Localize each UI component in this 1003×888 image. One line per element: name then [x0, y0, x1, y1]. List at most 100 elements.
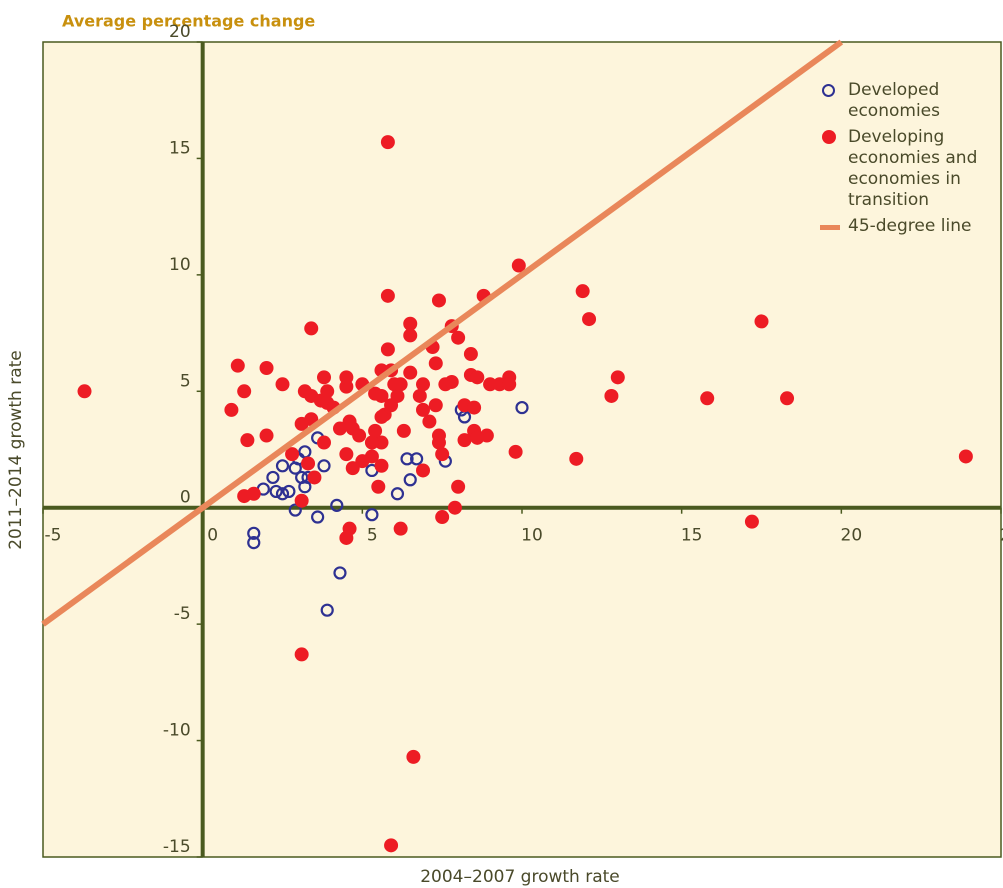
- developed-point: [320, 603, 334, 617]
- developing-point: [754, 314, 769, 329]
- developing-point: [403, 328, 418, 343]
- legend-label: Developed economies: [848, 80, 940, 121]
- developing-point: [457, 433, 472, 448]
- x-tick-label: 5: [367, 526, 378, 546]
- developing-point: [307, 470, 322, 485]
- developed-point: [403, 473, 417, 487]
- developing-point: [380, 135, 395, 150]
- developed-point: [390, 487, 405, 501]
- developing-point: [444, 374, 459, 389]
- developing-point: [342, 414, 357, 429]
- x-tick-label: 10: [521, 526, 543, 546]
- x-tick-label: 0: [207, 526, 218, 546]
- developing-point: [412, 388, 427, 403]
- developing-point: [470, 430, 485, 445]
- y-tick-label: 0: [180, 488, 191, 508]
- developing-point: [431, 293, 446, 308]
- developing-point: [416, 463, 431, 478]
- developing-point: [230, 358, 245, 373]
- legend-label: 45-degree line: [848, 216, 972, 236]
- developing-point: [374, 458, 389, 473]
- developing-point: [317, 370, 332, 385]
- developing-point: [604, 388, 619, 403]
- developing-point: [301, 456, 316, 471]
- legend-item: Developing economies and economies in tr…: [818, 127, 993, 211]
- developing-point: [451, 330, 466, 345]
- developing-point: [958, 449, 973, 464]
- developing-point: [259, 428, 274, 443]
- developing-point: [416, 377, 431, 392]
- developing-point: [285, 447, 300, 462]
- developing-point: [380, 342, 395, 357]
- developing-point: [435, 447, 450, 462]
- developing-point: [569, 451, 584, 466]
- developing-point: [403, 365, 418, 380]
- x-tick-label: -5: [45, 526, 62, 546]
- developing-point: [237, 384, 252, 399]
- developing-point: [345, 461, 360, 476]
- developing-point: [240, 433, 255, 448]
- developing-point: [431, 435, 446, 450]
- developing-point: [384, 838, 399, 853]
- developed-point: [400, 452, 414, 466]
- developing-point: [374, 388, 389, 403]
- developed-point: [311, 510, 325, 524]
- legend-item: Developed economies: [818, 80, 993, 122]
- legend-label: Developing economies and economies in tr…: [848, 127, 978, 210]
- developing-point: [744, 514, 759, 529]
- developed-point: [247, 536, 261, 550]
- developing-point: [447, 500, 462, 515]
- developing-point: [380, 288, 395, 303]
- developing-point: [275, 377, 290, 392]
- developing-point: [304, 321, 319, 336]
- y-tick-label: -15: [163, 837, 191, 857]
- legend-symbol: [818, 216, 848, 237]
- developing-point: [224, 402, 239, 417]
- developing-point: [364, 435, 379, 450]
- developed-point: [515, 400, 529, 415]
- chart-title: Average percentage change: [62, 12, 315, 31]
- developed-point: [266, 470, 280, 485]
- developed-point: [333, 566, 347, 580]
- developing-point: [435, 510, 450, 525]
- developed-point: [365, 508, 379, 522]
- developing-point: [294, 493, 309, 508]
- developing-point: [393, 521, 408, 536]
- developing-point: [422, 414, 437, 429]
- y-tick-label: 5: [180, 371, 191, 391]
- developing-point: [483, 377, 498, 392]
- legend-item: 45-degree line: [818, 216, 993, 237]
- developing-point: [332, 421, 347, 436]
- developing-point: [610, 370, 625, 385]
- legend: Developed economies Developing economies …: [818, 80, 993, 242]
- y-tick-label: 15: [169, 138, 191, 158]
- y-tick-label: 20: [169, 22, 191, 42]
- developing-point: [294, 647, 309, 662]
- x-tick-label: 15: [681, 526, 703, 546]
- developing-point: [502, 377, 517, 392]
- developing-point: [77, 384, 92, 399]
- y-tick-label: 10: [169, 255, 191, 275]
- developing-point: [320, 384, 335, 399]
- developing-point: [700, 391, 715, 406]
- developing-point: [368, 423, 383, 438]
- developed-point: [410, 452, 424, 466]
- developing-point: [451, 479, 466, 494]
- developing-point: [339, 447, 354, 462]
- developing-point: [396, 423, 411, 438]
- developing-point: [237, 489, 252, 504]
- developed-point: [330, 498, 344, 512]
- developing-point: [406, 749, 421, 764]
- developed-point: [317, 459, 331, 473]
- developing-point: [259, 361, 274, 375]
- developed-point: [282, 484, 296, 499]
- y-tick-label: -5: [174, 604, 191, 624]
- developing-point: [403, 316, 418, 331]
- developing-point: [511, 258, 526, 273]
- y-axis-label: 2011–2014 growth rate: [6, 350, 26, 550]
- developing-point: [428, 356, 443, 371]
- developed-point: [288, 503, 302, 517]
- x-axis-label: 2004–2007 growth rate: [420, 867, 620, 887]
